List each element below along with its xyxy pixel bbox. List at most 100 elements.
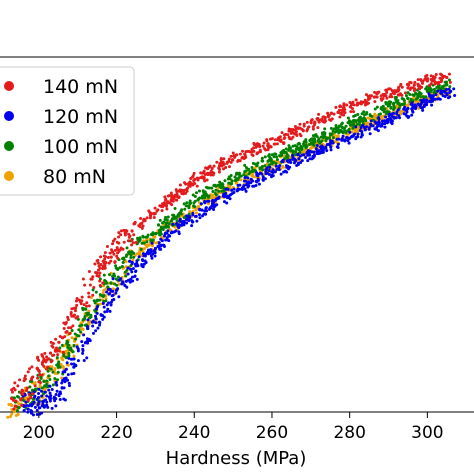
data-point bbox=[232, 187, 236, 191]
data-point bbox=[365, 110, 369, 114]
data-point bbox=[261, 168, 265, 172]
data-point bbox=[223, 179, 227, 183]
data-point bbox=[212, 184, 216, 188]
data-point bbox=[448, 95, 452, 99]
data-point bbox=[247, 149, 251, 153]
data-point bbox=[389, 92, 393, 96]
data-point bbox=[160, 209, 164, 213]
data-point bbox=[125, 285, 129, 289]
data-point bbox=[189, 181, 193, 185]
data-point bbox=[173, 207, 177, 211]
data-point bbox=[69, 346, 73, 350]
data-point bbox=[271, 170, 275, 174]
data-point bbox=[188, 201, 192, 205]
data-point bbox=[65, 361, 69, 365]
data-point bbox=[298, 150, 302, 154]
legend-label: 100 mN bbox=[43, 136, 118, 158]
data-point bbox=[117, 282, 121, 286]
data-point bbox=[281, 160, 285, 164]
data-point bbox=[427, 99, 431, 103]
data-point bbox=[371, 124, 375, 128]
data-point bbox=[263, 155, 267, 159]
data-point bbox=[116, 256, 120, 260]
data-point bbox=[145, 216, 149, 220]
data-point bbox=[145, 240, 149, 244]
data-point bbox=[361, 123, 365, 127]
data-point bbox=[102, 273, 106, 277]
data-point bbox=[43, 390, 47, 394]
data-point bbox=[323, 117, 327, 121]
data-point bbox=[28, 367, 32, 371]
data-point bbox=[334, 124, 338, 128]
data-point bbox=[313, 120, 317, 124]
data-point bbox=[139, 217, 143, 221]
data-point bbox=[360, 133, 364, 137]
data-point bbox=[434, 72, 438, 76]
data-point bbox=[352, 103, 356, 107]
data-point bbox=[424, 95, 428, 99]
data-point bbox=[167, 194, 171, 198]
data-point bbox=[61, 378, 65, 382]
data-point bbox=[64, 349, 68, 353]
data-point bbox=[77, 328, 81, 332]
data-point bbox=[136, 264, 140, 268]
data-point bbox=[96, 261, 100, 265]
data-point bbox=[350, 130, 354, 134]
data-point bbox=[257, 182, 261, 186]
data-point bbox=[53, 348, 57, 352]
data-point bbox=[116, 287, 120, 291]
data-point bbox=[211, 189, 215, 193]
data-point bbox=[82, 359, 86, 363]
data-point bbox=[62, 367, 66, 371]
data-point bbox=[47, 374, 51, 378]
legend-marker bbox=[4, 81, 14, 91]
data-point bbox=[45, 400, 49, 404]
data-point bbox=[77, 298, 81, 302]
plot-frame bbox=[0, 56, 474, 413]
data-point bbox=[321, 119, 325, 123]
data-point bbox=[351, 107, 355, 111]
data-point bbox=[155, 209, 159, 213]
data-point bbox=[163, 217, 167, 221]
data-point bbox=[224, 191, 228, 195]
data-point bbox=[48, 399, 52, 403]
data-point bbox=[103, 257, 107, 261]
data-point bbox=[203, 209, 207, 213]
data-point bbox=[199, 202, 203, 206]
data-point bbox=[178, 183, 182, 187]
data-point bbox=[14, 404, 18, 408]
data-point bbox=[311, 127, 315, 131]
data-point bbox=[164, 204, 168, 208]
data-point bbox=[157, 244, 161, 248]
data-point bbox=[354, 129, 358, 133]
data-point bbox=[402, 107, 406, 111]
data-point bbox=[316, 126, 320, 130]
data-point bbox=[62, 354, 66, 358]
data-point bbox=[428, 94, 432, 98]
data-point bbox=[140, 221, 144, 225]
data-point bbox=[393, 89, 397, 93]
data-point bbox=[144, 252, 148, 256]
data-point bbox=[133, 274, 137, 278]
data-point bbox=[118, 248, 122, 252]
data-point bbox=[396, 88, 400, 92]
data-point bbox=[46, 369, 50, 373]
data-point bbox=[72, 354, 76, 358]
data-point bbox=[185, 218, 189, 222]
data-point bbox=[304, 138, 308, 142]
data-point bbox=[151, 252, 155, 256]
data-point bbox=[169, 191, 173, 195]
data-point bbox=[185, 201, 189, 205]
data-point bbox=[188, 215, 192, 219]
data-point bbox=[370, 114, 374, 118]
data-point bbox=[211, 193, 215, 197]
data-point bbox=[291, 135, 295, 139]
data-point bbox=[54, 392, 58, 396]
data-point bbox=[114, 264, 118, 268]
data-point bbox=[158, 228, 162, 232]
data-point bbox=[276, 138, 280, 142]
data-point bbox=[108, 251, 112, 255]
data-point bbox=[161, 205, 165, 209]
data-point bbox=[363, 103, 367, 107]
data-point bbox=[165, 218, 169, 222]
